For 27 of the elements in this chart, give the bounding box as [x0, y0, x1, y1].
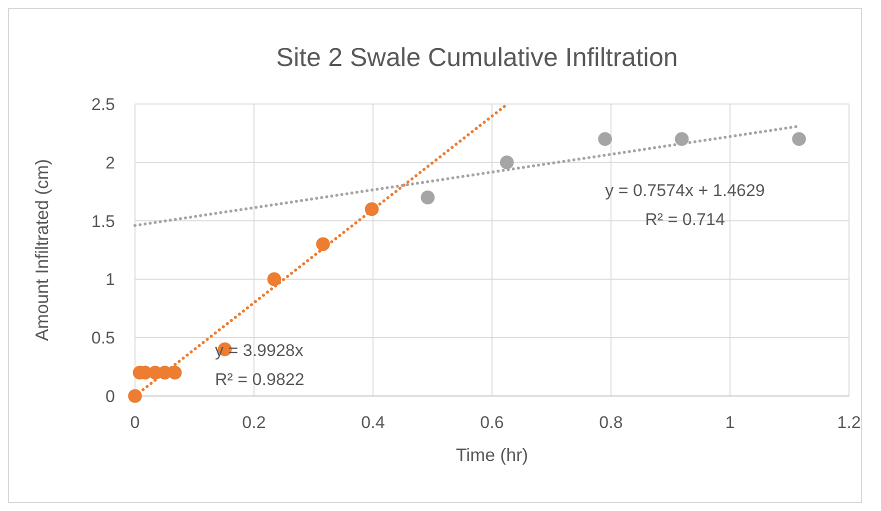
chart-title: Site 2 Swale Cumulative Infiltration [276, 42, 678, 72]
y-tick-label: 2 [106, 153, 115, 172]
point [792, 132, 806, 146]
x-tick-label: 1 [725, 413, 735, 432]
annotation: y = 0.7574x + 1.4629 R² = 0.714 [605, 181, 765, 229]
point [420, 190, 435, 204]
x-tick-label: 0.2 [242, 413, 266, 432]
point [598, 132, 612, 146]
y-axis-title: Amount Infiltrated (cm) [32, 158, 52, 342]
point [674, 132, 689, 146]
point [168, 366, 182, 380]
y-tick-label: 0.5 [91, 328, 115, 348]
x-tick-label: 0.8 [599, 413, 623, 432]
y-tick-label: 0 [106, 387, 115, 406]
y-tick-label: 1 [106, 270, 115, 290]
y-tick-label: 2.5 [91, 95, 115, 114]
point [316, 237, 330, 252]
x-tick-label: 0.6 [480, 413, 504, 432]
x-tick-label: 0.4 [361, 413, 385, 432]
point [128, 389, 142, 403]
y-tick-label: 1.5 [91, 212, 115, 231]
point [267, 272, 282, 286]
x-axis-title: Time (hr) [456, 445, 528, 465]
point [364, 202, 379, 216]
x-tick-label: 0 [130, 413, 140, 432]
point [500, 156, 514, 170]
x-tick-label: 1.2 [837, 413, 861, 432]
